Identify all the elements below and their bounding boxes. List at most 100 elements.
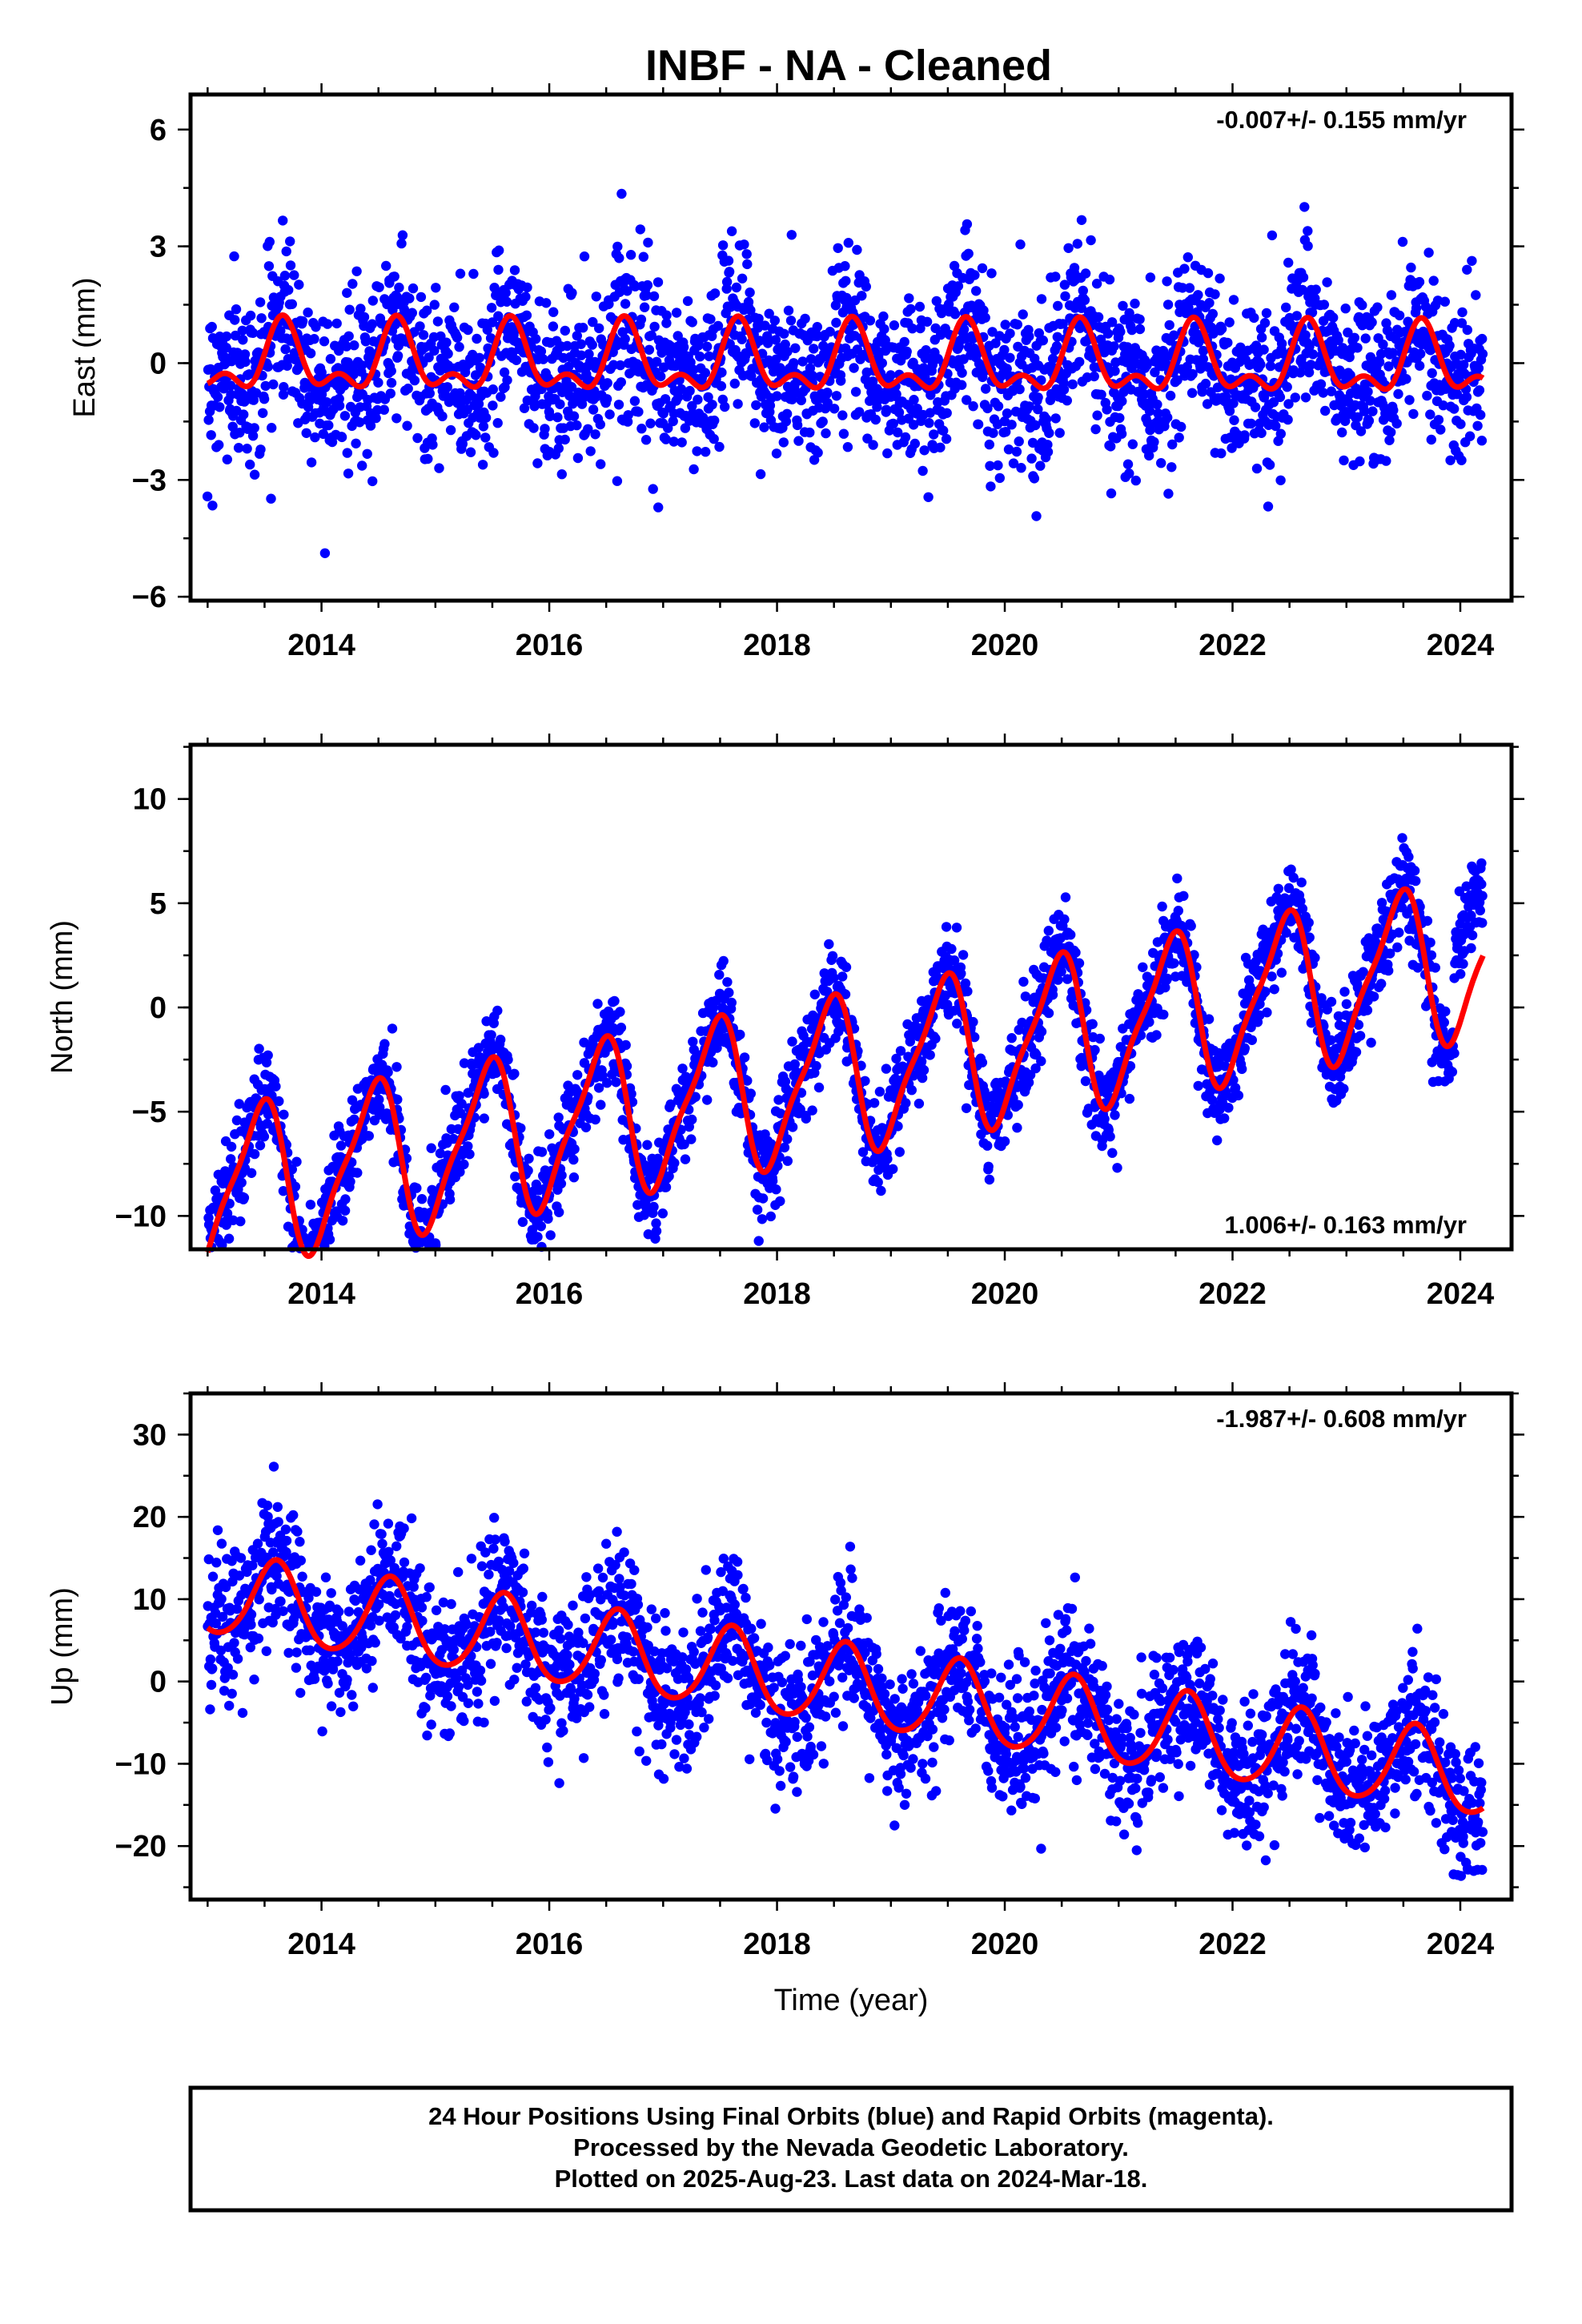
east-point: [1408, 408, 1419, 420]
east-point: [785, 316, 797, 326]
east-point: [1193, 290, 1203, 300]
north-point: [724, 987, 734, 998]
east-point: [1340, 416, 1351, 426]
east-point: [1401, 374, 1411, 384]
east-point: [318, 428, 328, 440]
east-point: [1204, 298, 1215, 308]
north-point: [536, 1221, 546, 1232]
north-point: [999, 1136, 1010, 1147]
east-point: [615, 360, 625, 371]
east-point: [423, 453, 433, 464]
east-point: [700, 368, 710, 378]
east-point: [1246, 418, 1257, 429]
east-point: [214, 440, 224, 450]
north-point: [648, 1201, 659, 1212]
east-point: [636, 314, 647, 325]
east-point: [255, 297, 266, 308]
north-point: [787, 1036, 797, 1047]
east-point: [1156, 458, 1166, 468]
east-y-axis-label: East (mm): [68, 277, 102, 417]
east-point: [222, 454, 232, 464]
east-point: [642, 279, 653, 291]
east-point: [1439, 296, 1451, 307]
east-point: [702, 341, 713, 352]
east-point: [1106, 441, 1116, 452]
east-point: [877, 358, 888, 368]
east-point: [434, 463, 444, 473]
north-point: [352, 1168, 363, 1178]
east-rate-annotation: -0.007+/- 0.155 mm/yr: [1216, 106, 1467, 134]
east-point: [221, 343, 231, 353]
east-point: [882, 448, 893, 459]
east-point: [1387, 348, 1398, 358]
north-point: [620, 1039, 631, 1051]
east-point: [1067, 379, 1078, 390]
east-point: [649, 321, 660, 332]
east-point: [521, 310, 532, 320]
east-point: [1462, 264, 1472, 275]
east-point: [1224, 406, 1235, 416]
north-point: [305, 1200, 316, 1210]
east-point: [325, 354, 336, 364]
east-point: [731, 282, 742, 293]
east-point: [240, 356, 251, 368]
east-point: [652, 356, 662, 367]
east-point: [1008, 458, 1019, 468]
east-point: [206, 430, 216, 440]
east-point: [1352, 412, 1363, 423]
east-point: [1320, 405, 1331, 416]
east-point: [323, 420, 334, 431]
east-point: [397, 230, 408, 240]
east-point: [538, 354, 548, 364]
east-point: [1058, 319, 1068, 329]
east-point: [1290, 392, 1301, 403]
east-point: [331, 318, 342, 329]
east-point: [676, 384, 687, 395]
east-point: [790, 343, 801, 353]
east-point: [394, 282, 404, 293]
north-point: [254, 1043, 264, 1054]
east-point: [656, 371, 666, 382]
east-point: [1127, 439, 1138, 449]
east-point: [1457, 307, 1468, 318]
east-point: [968, 401, 978, 412]
north-point: [278, 1186, 289, 1196]
north-point: [440, 1084, 451, 1096]
east-point: [1449, 404, 1460, 414]
east-point: [429, 300, 440, 310]
east-point: [1297, 284, 1307, 296]
north-point: [669, 1158, 680, 1168]
east-point: [266, 493, 276, 504]
east-point: [319, 336, 330, 347]
east-point: [769, 316, 780, 326]
east-point: [347, 279, 358, 289]
east-point: [1158, 345, 1169, 356]
east-point: [1224, 317, 1235, 328]
east-point: [652, 277, 664, 287]
north-point: [661, 1182, 672, 1192]
east-point: [986, 481, 996, 492]
east-point: [630, 281, 640, 292]
east-point: [993, 401, 1004, 412]
east-point: [385, 388, 396, 399]
east-point: [1144, 450, 1154, 461]
north-point: [1070, 947, 1081, 958]
east-point: [868, 440, 878, 450]
east-point: [1002, 408, 1013, 419]
east-point: [831, 391, 842, 401]
east-point: [281, 246, 291, 257]
east-point: [1072, 239, 1083, 249]
east-point: [865, 316, 876, 326]
north-point: [906, 1085, 917, 1096]
east-point: [709, 415, 720, 426]
east-point: [1145, 272, 1156, 283]
east-point: [500, 287, 511, 298]
east-point: [668, 416, 678, 427]
east-point: [1050, 413, 1061, 424]
east-point: [957, 380, 967, 390]
north-point: [1110, 1110, 1120, 1120]
east-point: [812, 331, 822, 342]
east-point: [230, 330, 241, 341]
east-point: [885, 370, 896, 380]
east-point: [783, 305, 794, 316]
